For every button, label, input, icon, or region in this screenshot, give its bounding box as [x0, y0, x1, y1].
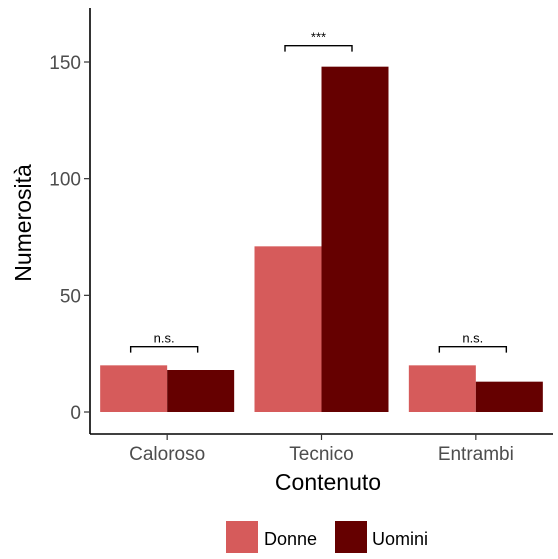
legend: Donne Uomini — [226, 521, 428, 553]
y-axis-title: Numerosità — [10, 164, 36, 282]
x-tick-label-entrambi: Entrambi — [438, 444, 514, 465]
legend-label-donne: Donne — [264, 529, 317, 549]
y-tick-label-150: 150 — [49, 53, 81, 74]
x-tick-label-tecnico: Tecnico — [289, 444, 353, 465]
bar-uomini-caloroso — [167, 370, 235, 412]
x-tick-label-caloroso: Caloroso — [129, 444, 205, 465]
bar-donne-tecnico — [254, 246, 322, 412]
y-tick-label-100: 100 — [49, 170, 81, 191]
significance-bracket-entrambi — [438, 345, 508, 353]
bar-uomini-entrambi — [475, 381, 543, 412]
legend-swatch-donne — [226, 521, 258, 553]
legend-label-uomini: Uomini — [372, 529, 428, 549]
bar-uomini-tecnico — [321, 66, 389, 413]
significance-bracket-caloroso — [129, 345, 199, 353]
significance-label-tecnico: *** — [311, 30, 326, 45]
y-tick-label-0: 0 — [70, 403, 81, 424]
significance-label-entrambi: n.s. — [462, 331, 483, 346]
x-axis-title: Contenuto — [275, 469, 381, 495]
bar-donne-caloroso — [100, 365, 168, 412]
bar-donne-entrambi — [408, 365, 476, 412]
significance-bracket-tecnico — [284, 44, 353, 52]
significance-label-caloroso: n.s. — [154, 331, 175, 346]
legend-swatch-uomini — [335, 521, 367, 553]
y-tick-label-50: 50 — [60, 286, 81, 307]
plot-area: 0 50 100 150 Caloroso Tecnico Entrambi n.s. *** n… — [49, 8, 553, 465]
